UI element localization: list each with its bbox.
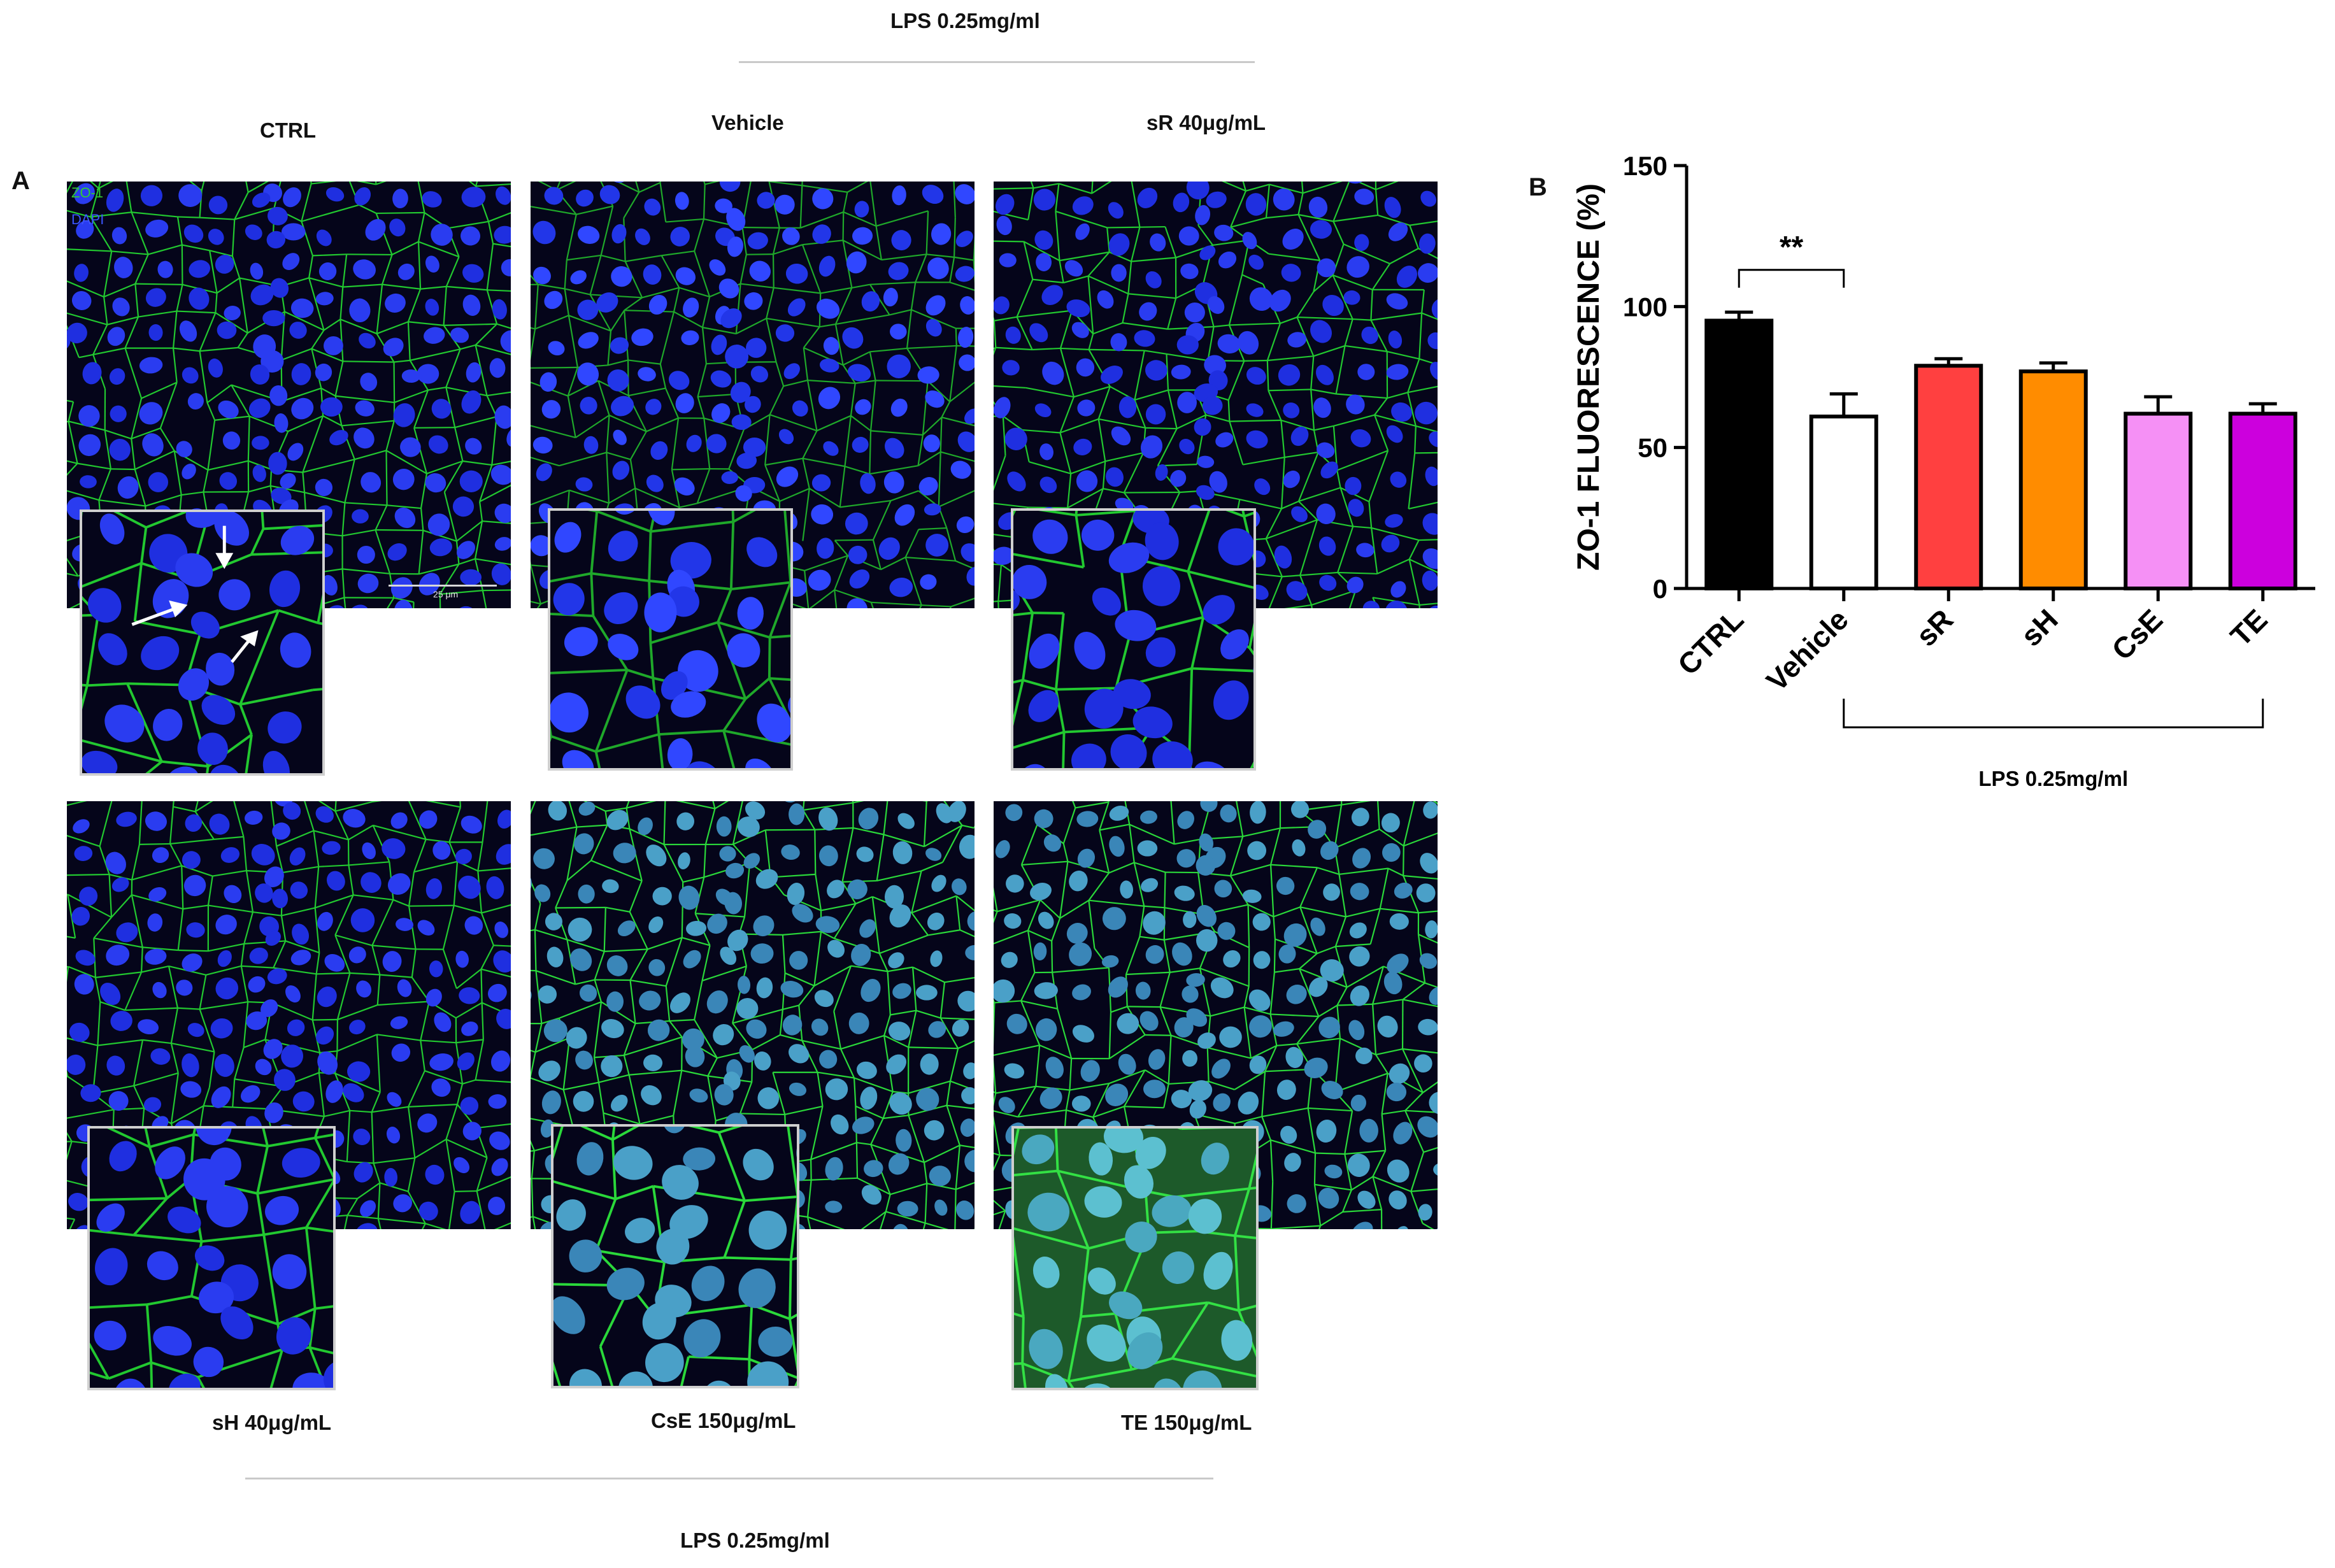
lps-bracket	[1843, 699, 2264, 729]
x-tick-label: CsE	[2105, 602, 2169, 666]
scale-bar-label: 25 μm	[433, 589, 459, 599]
bar-vehicle	[1809, 414, 1878, 590]
bar-te	[2228, 411, 2297, 591]
significance-label: **	[1780, 231, 1804, 264]
inset-vehicle	[548, 508, 793, 771]
legend-dapi: DAPI	[71, 211, 104, 227]
image-title-sr: sR 40μg/mL	[1146, 111, 1266, 134]
legend-zo1: ZO-1	[71, 185, 104, 201]
top-group-label: LPS 0.25mg/ml	[890, 9, 1040, 32]
y-tick-label: 100	[1623, 292, 1667, 322]
significance-bracket	[1738, 269, 1845, 288]
top-group-rule	[739, 61, 1255, 63]
image-title-sh: sH 40μg/mL	[212, 1411, 332, 1434]
bar-sr	[1914, 364, 1983, 590]
x-tick-label: sH	[2014, 602, 2064, 652]
bar-cse	[2124, 411, 2193, 591]
y-axis-label: ZO-1 FLUORESCENCE (%)	[1572, 183, 1606, 571]
y-tick-label: 50	[1638, 433, 1667, 463]
inset-te	[1011, 1126, 1259, 1390]
x-tick-label: CTRL	[1671, 602, 1750, 681]
bottom-group-rule	[245, 1478, 1213, 1479]
inset-sr	[1011, 508, 1256, 771]
image-title-te: TE 150μg/mL	[1121, 1411, 1252, 1434]
image-title-ctrl: CTRL	[260, 118, 316, 142]
x-tick-label: Vehicle	[1760, 602, 1855, 697]
scale-bar	[389, 585, 497, 587]
image-title-cse: CsE 150μg/mL	[651, 1409, 796, 1432]
inset-ctrl	[80, 510, 325, 776]
y-tick-label: 150	[1623, 151, 1667, 181]
bar-ctrl	[1704, 318, 1774, 590]
x-tick-label: sR	[1910, 602, 1959, 652]
bottom-group-label: LPS 0.25mg/ml	[680, 1529, 830, 1552]
panel-a-letter: A	[11, 167, 30, 195]
panel-b-letter: B	[1529, 173, 1547, 201]
y-tick-label: 0	[1653, 574, 1667, 604]
inset-arrows	[131, 525, 259, 663]
image-title-vehicle: Vehicle	[711, 111, 784, 134]
lps-bracket-label: LPS 0.25mg/ml	[1978, 767, 2128, 790]
inset-cse	[551, 1124, 799, 1388]
x-tick-label: TE	[2224, 602, 2273, 652]
bar-sh	[2018, 369, 2088, 590]
inset-sh	[87, 1126, 336, 1390]
